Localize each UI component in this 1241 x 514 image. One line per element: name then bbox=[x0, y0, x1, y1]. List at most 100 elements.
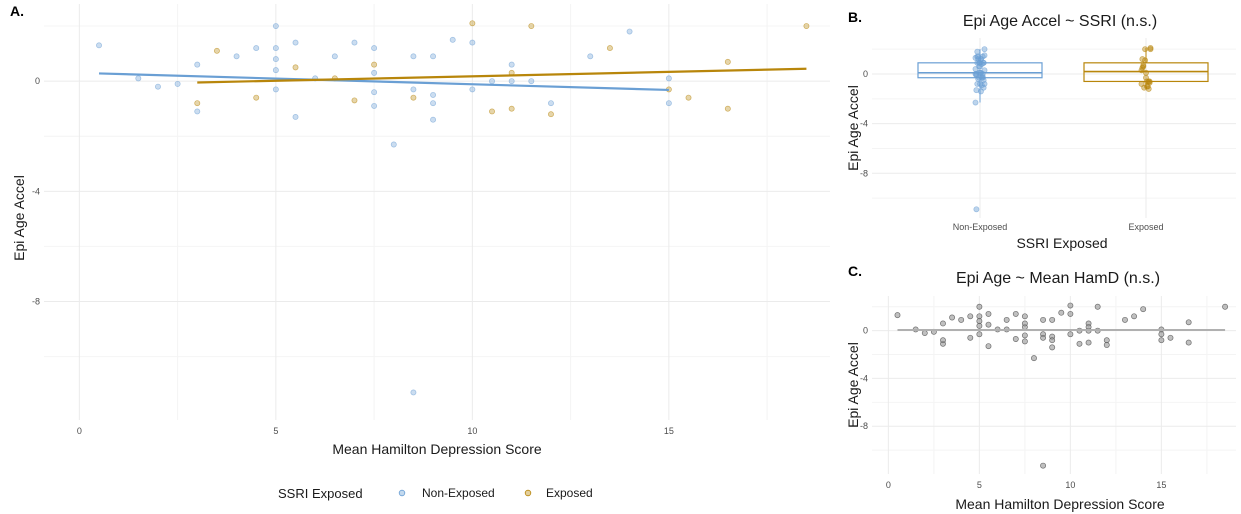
panel-a-point bbox=[489, 108, 495, 115]
panel-a-point bbox=[272, 56, 279, 63]
panel-a-ticks: 0 5 10 15 0 -4 -8 bbox=[32, 76, 674, 436]
panel-c-point bbox=[1067, 310, 1074, 317]
panel-c-point bbox=[1094, 303, 1101, 310]
panel-c-point bbox=[1140, 306, 1147, 313]
panel-c-point bbox=[1103, 342, 1110, 348]
panel-a-point bbox=[292, 114, 299, 120]
panel-a-point bbox=[606, 45, 613, 52]
panel-c-point bbox=[1021, 313, 1028, 320]
panel-c-point bbox=[894, 312, 901, 319]
panel-b-jitter-point bbox=[976, 63, 983, 70]
panel-a-point bbox=[233, 53, 240, 60]
legend-label-non-exposed: Non-Exposed bbox=[422, 486, 495, 500]
panel-c-point bbox=[1067, 331, 1074, 338]
panel-c-point bbox=[940, 320, 946, 327]
panel-a-x-axis-title: Mean Hamilton Depression Score bbox=[332, 441, 542, 457]
panel-a-point bbox=[351, 39, 358, 46]
panel-a-points bbox=[96, 20, 810, 396]
panel-c-x-tick-label: 15 bbox=[1156, 480, 1166, 490]
panel-c-x-tick-label: 10 bbox=[1065, 480, 1075, 490]
panel-b-y-tick-label: -8 bbox=[860, 168, 868, 178]
panel-a-point bbox=[410, 86, 417, 93]
panel-a-point bbox=[665, 75, 672, 82]
panel-a-point bbox=[469, 86, 476, 93]
panel-c-points bbox=[894, 302, 1229, 469]
panel-c-point bbox=[1049, 344, 1056, 351]
panel-a-point bbox=[430, 116, 437, 123]
panel-a-trend-line bbox=[98, 72, 669, 92]
panel-b-jitter-point bbox=[981, 46, 988, 53]
panel-a-point bbox=[371, 69, 378, 76]
panel-c-point bbox=[1067, 302, 1074, 309]
panel-c-point bbox=[1040, 462, 1047, 469]
panel-a-point bbox=[528, 78, 535, 85]
panel-b-jitter-point bbox=[973, 71, 980, 77]
panel-a-trend-line bbox=[197, 67, 807, 84]
panel-c-point bbox=[1049, 337, 1056, 344]
panel-b-jitter-point bbox=[1146, 78, 1153, 85]
legend-title: SSRI Exposed bbox=[278, 486, 363, 501]
panel-a-point bbox=[724, 105, 731, 112]
panel-b-ticks: 0 -4 -8 Non-Exposed Exposed bbox=[860, 69, 1164, 232]
panel-a-x-tick-label: 10 bbox=[467, 426, 477, 436]
panel-c-point bbox=[1185, 319, 1192, 326]
panel-a-point bbox=[174, 80, 181, 87]
panel-b-jitter-point bbox=[975, 53, 982, 60]
panel-a-point bbox=[508, 105, 515, 112]
panel-a-tag: A. bbox=[10, 3, 24, 19]
panel-c-point bbox=[1131, 313, 1138, 320]
legend-key-exposed bbox=[524, 489, 532, 497]
panel-c-ticks: 0 5 10 15 0 -4 -8 bbox=[860, 326, 1166, 490]
panel-b-jitter-point bbox=[977, 80, 983, 87]
panel-a-point bbox=[803, 23, 810, 29]
panel-a-point bbox=[371, 45, 378, 52]
panel-b: B. Epi Age Accel ~ SSRI (n.s.) 0 -4 -8 Non-… bbox=[845, 9, 1236, 251]
panel-c-y-tick-label: -4 bbox=[860, 373, 868, 383]
panel-a-point bbox=[135, 75, 142, 82]
panel-c-title: Epi Age ~ Mean HamD (n.s.) bbox=[956, 270, 1160, 287]
panel-a-point bbox=[194, 100, 201, 107]
panel-b-x-axis-title: SSRI Exposed bbox=[1016, 235, 1107, 251]
panel-c-y-axis-title: Epi Age Accel bbox=[845, 342, 861, 428]
panel-a-point bbox=[430, 91, 437, 98]
panel-c-tag: C. bbox=[848, 263, 862, 279]
panel-b-x-tick-label: Exposed bbox=[1128, 222, 1163, 232]
panel-b-tag: B. bbox=[848, 9, 862, 25]
panel-a-y-tick-label: -4 bbox=[32, 186, 40, 196]
panel-a-point bbox=[155, 83, 161, 90]
panel-b-jitter-point bbox=[977, 69, 984, 76]
panel-b-y-tick-label: 0 bbox=[863, 69, 868, 79]
panel-b-jitter-point bbox=[1138, 67, 1145, 74]
panel-a-point bbox=[548, 100, 554, 107]
legend-key-non-exposed bbox=[398, 489, 406, 497]
panel-a-point bbox=[292, 39, 299, 46]
panel-a-point bbox=[685, 94, 692, 101]
panel-b-jitter-point bbox=[1139, 56, 1146, 63]
panel-a-point bbox=[390, 141, 397, 148]
panel-c-point bbox=[958, 316, 965, 323]
legend-label-exposed: Exposed bbox=[546, 486, 593, 500]
panel-a-point bbox=[96, 42, 102, 49]
panel-b-grid bbox=[872, 38, 1236, 218]
panel-a-x-tick-label: 0 bbox=[77, 426, 82, 436]
panel-a-point bbox=[194, 61, 201, 68]
panel-a-point bbox=[665, 100, 672, 107]
panel-b-boxes bbox=[917, 47, 1209, 103]
panel-a-y-tick-label: -8 bbox=[32, 297, 40, 307]
panel-c-point bbox=[1021, 338, 1028, 345]
panel-a-point bbox=[587, 53, 594, 60]
panel-c-y-tick-label: 0 bbox=[863, 326, 868, 336]
panel-a-point bbox=[194, 108, 201, 115]
panel-c-point bbox=[985, 343, 992, 350]
panel-c-point bbox=[976, 331, 983, 338]
panel-b-jitter-point bbox=[1147, 46, 1154, 53]
panel-b-jitter-point bbox=[1142, 46, 1149, 53]
panel-a-point bbox=[548, 111, 554, 118]
panel-c-point bbox=[1031, 355, 1037, 362]
panel-c-point bbox=[1185, 339, 1192, 346]
panel-c-point bbox=[1003, 316, 1010, 323]
panel-a-point bbox=[253, 94, 260, 101]
panel-a-grid bbox=[44, 4, 830, 420]
panel-a-point bbox=[410, 53, 417, 60]
